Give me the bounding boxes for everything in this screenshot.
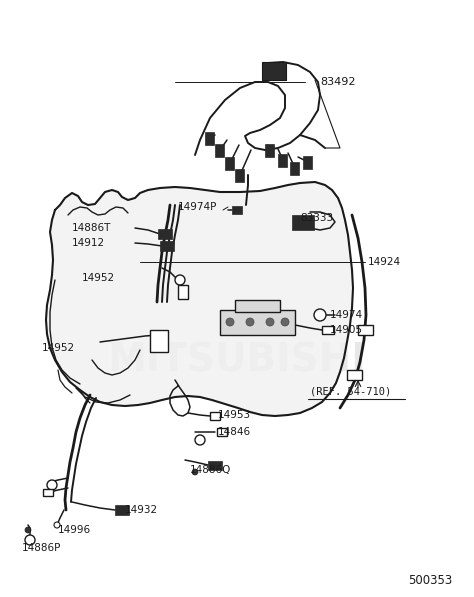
Bar bbox=[216, 143, 225, 156]
Text: 14886T: 14886T bbox=[72, 223, 111, 233]
Bar bbox=[232, 206, 242, 214]
Bar bbox=[178, 285, 188, 299]
Bar bbox=[226, 156, 235, 170]
Text: 14932: 14932 bbox=[125, 505, 158, 515]
Text: 14886Q: 14886Q bbox=[190, 465, 231, 475]
Text: 14924: 14924 bbox=[368, 257, 401, 267]
Bar bbox=[262, 62, 286, 80]
Ellipse shape bbox=[195, 435, 205, 445]
Bar bbox=[322, 326, 334, 334]
Text: (REF. 54-710): (REF. 54-710) bbox=[310, 387, 391, 397]
Bar bbox=[291, 162, 300, 174]
Ellipse shape bbox=[266, 318, 274, 326]
Text: 14974P: 14974P bbox=[178, 202, 218, 212]
Ellipse shape bbox=[314, 309, 326, 321]
Bar bbox=[279, 153, 288, 167]
Bar bbox=[235, 300, 280, 312]
Bar bbox=[220, 310, 295, 335]
Ellipse shape bbox=[25, 535, 35, 545]
Bar bbox=[210, 412, 220, 420]
Ellipse shape bbox=[226, 318, 234, 326]
Text: 14952: 14952 bbox=[82, 273, 115, 283]
Text: 14952: 14952 bbox=[42, 343, 75, 353]
Ellipse shape bbox=[54, 522, 60, 528]
Text: 14974: 14974 bbox=[330, 310, 363, 320]
Bar bbox=[160, 241, 174, 251]
Ellipse shape bbox=[47, 480, 57, 490]
Bar bbox=[358, 325, 374, 335]
Bar bbox=[217, 428, 227, 436]
Ellipse shape bbox=[175, 275, 185, 285]
Ellipse shape bbox=[246, 318, 254, 326]
Bar bbox=[303, 155, 312, 168]
Ellipse shape bbox=[192, 469, 198, 475]
Bar bbox=[265, 143, 274, 156]
Text: 14905: 14905 bbox=[330, 325, 363, 335]
Bar bbox=[292, 215, 314, 230]
Text: MITSUBISHI: MITSUBISHI bbox=[108, 341, 366, 379]
Text: 14912: 14912 bbox=[72, 238, 105, 248]
Text: 83492: 83492 bbox=[320, 77, 356, 87]
Bar bbox=[262, 62, 286, 80]
Ellipse shape bbox=[25, 527, 31, 533]
Polygon shape bbox=[46, 182, 353, 416]
Text: 14996: 14996 bbox=[58, 525, 91, 535]
Bar bbox=[150, 330, 168, 352]
Text: 500353: 500353 bbox=[408, 574, 452, 586]
Bar bbox=[43, 488, 53, 496]
Text: 14886P: 14886P bbox=[22, 543, 61, 553]
Ellipse shape bbox=[281, 318, 289, 326]
Bar bbox=[236, 168, 245, 181]
Bar bbox=[347, 370, 363, 380]
Bar bbox=[206, 131, 215, 144]
Bar bbox=[158, 229, 172, 239]
Text: 83333: 83333 bbox=[300, 213, 333, 223]
Text: 14953: 14953 bbox=[218, 410, 251, 420]
Bar bbox=[115, 505, 129, 515]
Text: 14846: 14846 bbox=[218, 427, 251, 437]
Bar bbox=[208, 460, 222, 469]
